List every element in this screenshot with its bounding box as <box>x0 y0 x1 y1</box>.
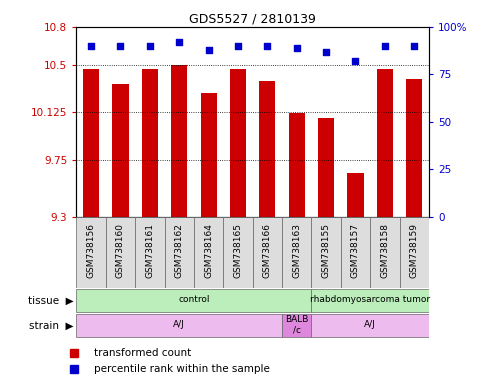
Text: control: control <box>178 295 210 305</box>
Bar <box>252 217 282 288</box>
Point <box>205 46 212 53</box>
Bar <box>201 93 217 217</box>
Bar <box>312 217 341 288</box>
Point <box>116 43 124 49</box>
Point <box>410 43 418 49</box>
Point <box>234 43 242 49</box>
Bar <box>223 217 253 288</box>
Bar <box>106 217 135 288</box>
Bar <box>377 69 393 217</box>
Text: GSM738157: GSM738157 <box>351 223 360 278</box>
Bar <box>135 217 165 288</box>
Bar <box>282 314 312 337</box>
Text: tissue  ▶: tissue ▶ <box>28 295 74 306</box>
Text: A/J: A/J <box>174 320 185 329</box>
Bar <box>259 81 276 217</box>
Bar <box>348 173 363 217</box>
Bar <box>230 69 246 217</box>
Point <box>352 58 359 64</box>
Text: GSM738160: GSM738160 <box>116 223 125 278</box>
Text: transformed count: transformed count <box>95 348 192 358</box>
Text: GSM738164: GSM738164 <box>204 223 213 278</box>
Text: GSM738156: GSM738156 <box>87 223 96 278</box>
Bar <box>288 113 305 217</box>
Text: GSM738165: GSM738165 <box>234 223 243 278</box>
Text: strain  ▶: strain ▶ <box>30 320 74 331</box>
Point <box>176 39 183 45</box>
Text: GSM738159: GSM738159 <box>410 223 419 278</box>
Bar <box>370 217 399 288</box>
Text: GSM738161: GSM738161 <box>145 223 154 278</box>
Text: A/J: A/J <box>364 320 376 329</box>
Text: GSM738162: GSM738162 <box>175 223 184 278</box>
Bar <box>318 118 334 217</box>
Bar <box>112 84 129 217</box>
Point <box>146 43 154 49</box>
Title: GDS5527 / 2810139: GDS5527 / 2810139 <box>189 13 316 26</box>
Text: GSM738163: GSM738163 <box>292 223 301 278</box>
Point <box>293 45 301 51</box>
Point <box>322 48 330 55</box>
Text: percentile rank within the sample: percentile rank within the sample <box>95 364 270 374</box>
Bar <box>76 217 106 288</box>
Bar <box>194 217 223 288</box>
Bar <box>76 289 312 312</box>
Bar <box>83 69 99 217</box>
Point <box>381 43 389 49</box>
Bar <box>406 79 423 217</box>
Text: rhabdomyosarcoma tumor: rhabdomyosarcoma tumor <box>310 295 430 305</box>
Bar <box>165 217 194 288</box>
Text: GSM738158: GSM738158 <box>380 223 389 278</box>
Bar <box>399 217 429 288</box>
Bar <box>341 217 370 288</box>
Text: GSM738166: GSM738166 <box>263 223 272 278</box>
Point <box>263 43 271 49</box>
Bar <box>282 217 312 288</box>
Bar <box>312 289 429 312</box>
Point <box>87 43 95 49</box>
Text: GSM738155: GSM738155 <box>321 223 331 278</box>
Bar <box>142 69 158 217</box>
Bar <box>312 314 429 337</box>
Bar <box>76 314 282 337</box>
Bar <box>171 65 187 217</box>
Text: BALB
/c: BALB /c <box>285 315 309 334</box>
